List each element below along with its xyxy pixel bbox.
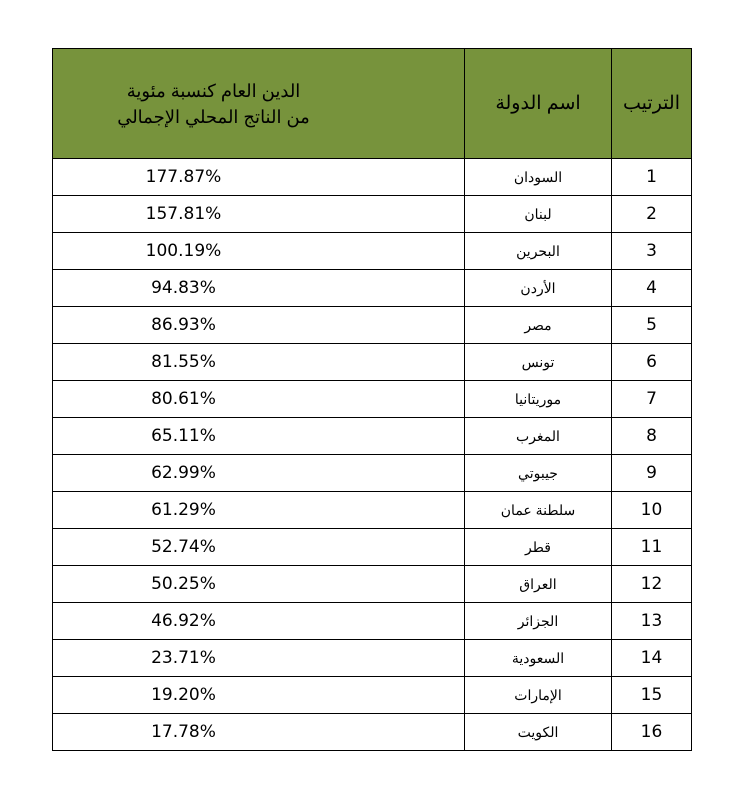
cell-rank: 13 bbox=[611, 602, 692, 640]
header-debt-line: من الناتج المحلي الإجمالي bbox=[117, 106, 310, 127]
cell-rank: 7 bbox=[611, 380, 692, 418]
cell-debt: 80.61% bbox=[52, 380, 465, 418]
cell-debt: 23.71% bbox=[52, 639, 465, 677]
table-row: 9 جيبوتي 62.99% bbox=[52, 454, 692, 492]
cell-debt: 50.25% bbox=[52, 565, 465, 603]
cell-country: مصر bbox=[464, 306, 612, 344]
header-rank: الترتيب bbox=[611, 48, 692, 159]
cell-country: تونس bbox=[464, 343, 612, 381]
cell-debt: 61.29% bbox=[52, 491, 465, 529]
table-row: 10 سلطنة عمان 61.29% bbox=[52, 491, 692, 529]
cell-country: السعودية bbox=[464, 639, 612, 677]
table-row: 13 الجزائر 46.92% bbox=[52, 602, 692, 640]
header-row: الترتيب اسم الدولة الدين العام كنسبة مئو… bbox=[52, 48, 692, 159]
cell-country: الإمارات bbox=[464, 676, 612, 714]
cell-debt: 157.81% bbox=[52, 195, 465, 233]
cell-rank: 1 bbox=[611, 158, 692, 196]
table-row: 8 المغرب 65.11% bbox=[52, 417, 692, 455]
debt-table: الترتيب اسم الدولة الدين العام كنسبة مئو… bbox=[52, 48, 692, 751]
table-header: الترتيب اسم الدولة الدين العام كنسبة مئو… bbox=[52, 48, 692, 159]
cell-country: جيبوتي bbox=[464, 454, 612, 492]
table-row: 7 موريتانيا 80.61% bbox=[52, 380, 692, 418]
cell-debt: 86.93% bbox=[52, 306, 465, 344]
cell-rank: 2 bbox=[611, 195, 692, 233]
cell-country: الجزائر bbox=[464, 602, 612, 640]
cell-debt: 62.99% bbox=[52, 454, 465, 492]
cell-debt: 17.78% bbox=[52, 713, 465, 751]
cell-rank: 3 bbox=[611, 232, 692, 270]
table-row: 11 قطر 52.74% bbox=[52, 528, 692, 566]
cell-debt: 65.11% bbox=[52, 417, 465, 455]
cell-rank: 4 bbox=[611, 269, 692, 307]
table-row: 2 لبنان 157.81% bbox=[52, 195, 692, 233]
cell-rank: 15 bbox=[611, 676, 692, 714]
cell-rank: 5 bbox=[611, 306, 692, 344]
cell-rank: 16 bbox=[611, 713, 692, 751]
cell-debt: 81.55% bbox=[52, 343, 465, 381]
table-row: 12 العراق 50.25% bbox=[52, 565, 692, 603]
cell-debt: 100.19% bbox=[52, 232, 465, 270]
cell-rank: 11 bbox=[611, 528, 692, 566]
table-row: 15 الإمارات 19.20% bbox=[52, 676, 692, 714]
cell-rank: 12 bbox=[611, 565, 692, 603]
table-row: 14 السعودية 23.71% bbox=[52, 639, 692, 677]
table-row: 3 البحرين 100.19% bbox=[52, 232, 692, 270]
cell-country: العراق bbox=[464, 565, 612, 603]
cell-country: قطر bbox=[464, 528, 612, 566]
cell-country: السودان bbox=[464, 158, 612, 196]
table-row: 5 مصر 86.93% bbox=[52, 306, 692, 344]
cell-country: المغرب bbox=[464, 417, 612, 455]
table-row: 6 تونس 81.55% bbox=[52, 343, 692, 381]
cell-debt: 52.74% bbox=[52, 528, 465, 566]
cell-debt: 46.92% bbox=[52, 602, 465, 640]
header-debt-line: الدين العام كنسبة مئوية bbox=[126, 80, 301, 101]
cell-country: الأردن bbox=[464, 269, 612, 307]
cell-country: سلطنة عمان bbox=[464, 491, 612, 529]
cell-debt: 177.87% bbox=[52, 158, 465, 196]
cell-rank: 10 bbox=[611, 491, 692, 529]
cell-rank: 9 bbox=[611, 454, 692, 492]
cell-rank: 6 bbox=[611, 343, 692, 381]
header-debt: الدين العام كنسبة مئوية من الناتج المحلي… bbox=[52, 48, 465, 159]
cell-country: لبنان bbox=[464, 195, 612, 233]
table-body: 1 السودان 177.87% 2 لبنان 157.81% 3 البحرين 100.… bbox=[52, 158, 692, 751]
cell-rank: 14 bbox=[611, 639, 692, 677]
cell-country: البحرين bbox=[464, 232, 612, 270]
table-row: 1 السودان 177.87% bbox=[52, 158, 692, 196]
cell-debt: 19.20% bbox=[52, 676, 465, 714]
table-row: 4 الأردن 94.83% bbox=[52, 269, 692, 307]
cell-debt: 94.83% bbox=[52, 269, 465, 307]
cell-country: الكويت bbox=[464, 713, 612, 751]
header-country: اسم الدولة bbox=[464, 48, 612, 159]
cell-rank: 8 bbox=[611, 417, 692, 455]
table-row: 16 الكويت 17.78% bbox=[52, 713, 692, 751]
cell-country: موريتانيا bbox=[464, 380, 612, 418]
